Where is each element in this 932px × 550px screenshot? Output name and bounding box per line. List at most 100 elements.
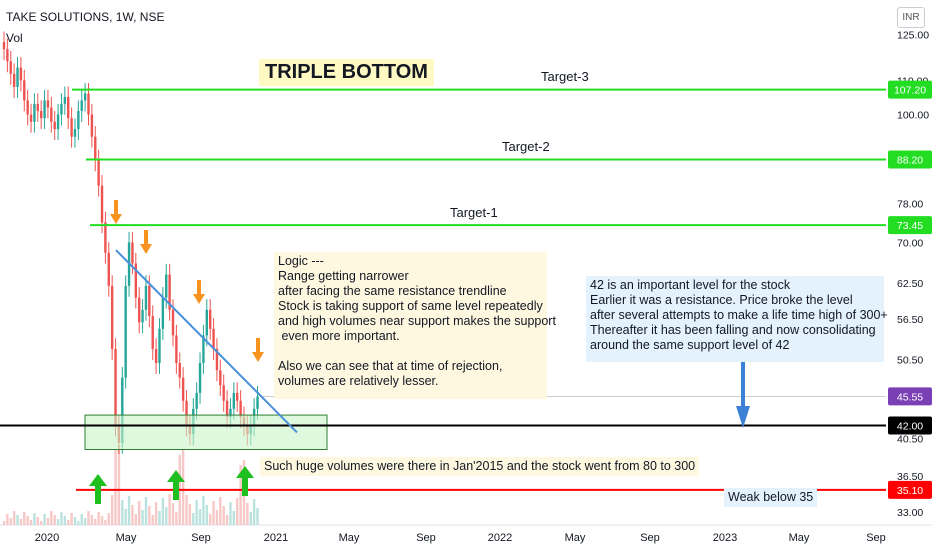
candle-body (97, 160, 100, 186)
y-tick-label: 62.50 (897, 278, 923, 290)
headline-label: TRIPLE BOTTOM (259, 59, 434, 86)
logic-note: Logic --- Range getting narrower after f… (274, 252, 556, 399)
volume-bar (175, 512, 178, 525)
volume-bar (6, 514, 9, 525)
candle-body (124, 285, 127, 378)
rejection-arrow-icon (252, 338, 264, 362)
volume-bar (232, 511, 236, 525)
volume-bar (2, 521, 6, 525)
volume-bar (158, 511, 161, 525)
volume-bar (107, 513, 110, 525)
candle-body (110, 285, 114, 349)
level-badge-text: 88.20 (897, 155, 923, 167)
y-tick-label: 50.50 (897, 354, 923, 366)
volume-bar (239, 465, 242, 525)
volume-bar (67, 520, 70, 525)
rejection-arrow-icon (110, 200, 122, 224)
volume-bar (70, 513, 73, 525)
candle-body (56, 114, 60, 130)
candle-body (33, 103, 36, 122)
y-tick-label: 100.00 (897, 110, 929, 122)
level-badge (888, 480, 932, 499)
volume-bar (229, 502, 232, 525)
candle-body (222, 385, 225, 401)
candle-body (185, 400, 188, 426)
level-badge (888, 416, 932, 435)
volume-bar (23, 512, 26, 525)
candle-body (256, 396, 259, 409)
volume-bar (90, 515, 94, 525)
volume-bar (12, 511, 16, 525)
candle-body (2, 42, 6, 50)
x-tick-label: 2022 (488, 532, 512, 544)
candle-body (26, 100, 29, 115)
volume-bar (154, 502, 158, 525)
candle-body (178, 363, 181, 378)
volume-bar (50, 511, 53, 525)
volume-bar (83, 518, 87, 525)
volume-bar (43, 514, 46, 525)
candle-body (198, 363, 202, 393)
candle-body (6, 49, 9, 62)
x-tick-label: Sep (416, 532, 436, 544)
x-tick-label: Sep (191, 532, 211, 544)
candle-body (144, 285, 148, 310)
volume-bar (195, 500, 198, 525)
candle-body (215, 348, 219, 371)
candle-body (181, 377, 185, 401)
volume-bar (87, 511, 90, 525)
candle-body (171, 309, 175, 336)
resistance-trendline (115, 249, 298, 434)
volume-bar (171, 503, 175, 525)
volume-bar (205, 505, 208, 525)
candle-body (87, 93, 90, 115)
candle-body (107, 252, 110, 286)
volume-bar (60, 512, 63, 525)
candle-body (114, 348, 117, 426)
volume-bar (222, 506, 225, 525)
volume-bar (144, 497, 148, 525)
candle-body (70, 118, 73, 137)
volume-bar (127, 496, 131, 525)
volume-bar (256, 508, 259, 525)
candle-body (236, 392, 239, 401)
volume-bar (249, 512, 252, 525)
candle-body (232, 392, 236, 409)
currency-badge[interactable]: INR (897, 7, 925, 28)
candle-body (239, 400, 242, 418)
candle-body (134, 263, 138, 298)
level-badge (888, 80, 932, 99)
volume-bar (212, 501, 215, 525)
volume-bar (188, 504, 192, 525)
candle-body (195, 392, 198, 409)
volume-bar (215, 510, 219, 525)
level-badge-text: 107.20 (894, 85, 926, 97)
volume-bar (185, 495, 188, 525)
candle-body (29, 114, 33, 122)
candle-body (104, 222, 107, 253)
volume-bar (53, 515, 56, 525)
candle-body (53, 121, 56, 130)
level-badge-text: 73.45 (897, 220, 923, 232)
level-badge (888, 216, 932, 235)
candle-body (19, 67, 23, 81)
x-tick-label: May (789, 532, 810, 544)
candle-body (154, 348, 158, 364)
candle-body (43, 100, 46, 119)
volume-bar (77, 521, 80, 525)
candle-body (36, 103, 39, 111)
candle-body (90, 114, 94, 137)
candle-body (208, 309, 212, 329)
volume-bar (208, 514, 212, 525)
volume-bar (33, 513, 36, 525)
volume-bar (225, 515, 229, 525)
candle-body (138, 297, 141, 323)
level-note: 42 is an important level for the stock E… (586, 276, 888, 362)
candle-body (60, 103, 63, 115)
support-arrow-icon (236, 466, 254, 496)
volume-bar (131, 505, 134, 525)
candle-body (46, 100, 50, 108)
candle-body (212, 328, 215, 349)
target-3-label: Target-3 (541, 69, 589, 84)
